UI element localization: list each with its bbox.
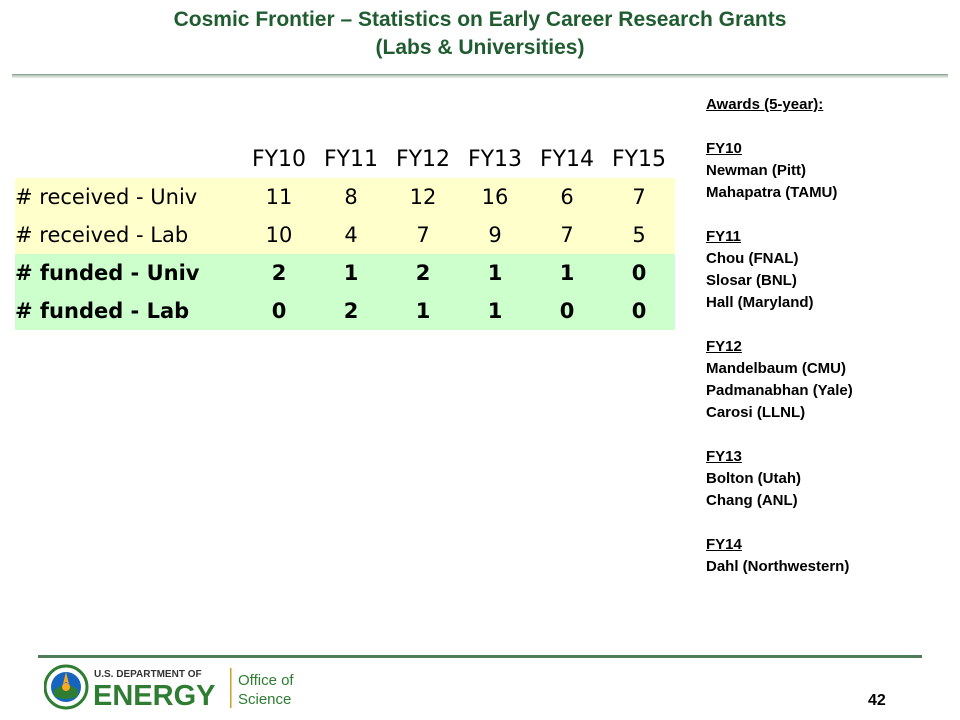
- awardee: Chou (FNAL): [706, 250, 799, 267]
- awards-year-fy14: FY14: [706, 536, 742, 553]
- awards-year-fy13: FY13: [706, 448, 742, 465]
- table-cell: 4: [344, 223, 358, 247]
- awards-year-fy12: FY12: [706, 338, 742, 355]
- table-cell: 0: [559, 299, 575, 323]
- table-cell: 8: [344, 185, 358, 209]
- doe-office-of-science-logo: U.S. DEPARTMENT OF ENERGY Office of Scie…: [44, 664, 294, 712]
- table-row: # received - Lab 10 4 7 9 7 5: [15, 216, 675, 254]
- table-cell: 7: [416, 223, 430, 247]
- row-label: # funded - Univ: [15, 261, 200, 285]
- awards-list: Awards (5-year): FY10 Newman (Pitt) Maha…: [706, 94, 946, 578]
- column-header: FY11: [323, 146, 379, 172]
- table-cell: 0: [631, 261, 647, 285]
- table-row: # received - Univ 11 8 12 16 6 7: [15, 178, 675, 216]
- awardee: Bolton (Utah): [706, 470, 801, 487]
- row-label: # received - Univ: [15, 185, 198, 209]
- awardee: Chang (ANL): [706, 492, 798, 509]
- table-cell: 7: [632, 185, 646, 209]
- table-cell: 1: [487, 299, 503, 323]
- table-row: # funded - Univ 2 1 2 1 1 0: [15, 254, 675, 292]
- column-header: FY14: [539, 146, 595, 172]
- table-row: # funded - Lab 0 2 1 1 0 0: [15, 292, 675, 330]
- awardee: Hall (Maryland): [706, 294, 814, 311]
- title-line-2: (Labs & Universities): [375, 36, 585, 59]
- table-cell: 1: [559, 261, 575, 285]
- awardee: Padmanabhan (Yale): [706, 382, 853, 399]
- logo-separator: [230, 668, 232, 708]
- table-corner-cell: [15, 140, 243, 178]
- title-line-1: Cosmic Frontier – Statistics on Early Ca…: [173, 8, 787, 31]
- awardee: Mandelbaum (CMU): [706, 360, 846, 377]
- table-cell: 7: [560, 223, 574, 247]
- logo-science-text: Science: [238, 691, 291, 708]
- table-cell: 9: [488, 223, 502, 247]
- awards-year-fy11: FY11: [706, 228, 742, 245]
- awardee: Mahapatra (TAMU): [706, 184, 838, 201]
- column-header: FY15: [611, 146, 667, 172]
- awardee: Dahl (Northwestern): [706, 558, 850, 575]
- grant-statistics-table: FY10 FY11 FY12 FY13 FY14 FY15 # received…: [15, 140, 675, 330]
- table-cell: 0: [271, 299, 287, 323]
- table-cell: 2: [415, 261, 431, 285]
- awards-year-fy10: FY10: [706, 140, 742, 157]
- table-cell: 2: [271, 261, 287, 285]
- row-label: # received - Lab: [15, 223, 189, 247]
- title-divider: [12, 74, 948, 78]
- table-cell: 12: [409, 185, 437, 209]
- slide-title: Cosmic Frontier – Statistics on Early Ca…: [0, 6, 960, 62]
- table-header-row: FY10 FY11 FY12 FY13 FY14 FY15: [15, 140, 675, 178]
- awards-heading: Awards (5-year):: [706, 96, 824, 113]
- table-cell: 1: [487, 261, 503, 285]
- table-cell: 5: [632, 223, 646, 247]
- logo-department-text: U.S. DEPARTMENT OF: [94, 669, 202, 680]
- table-cell: 1: [343, 261, 359, 285]
- column-header: FY12: [395, 146, 451, 172]
- column-header: FY10: [251, 146, 307, 172]
- page-number: 42: [868, 692, 886, 709]
- awardee: Slosar (BNL): [706, 272, 797, 289]
- logo-office-text: Office of: [238, 672, 294, 689]
- table-cell: 6: [560, 185, 574, 209]
- table-cell: 2: [343, 299, 359, 323]
- doe-seal-icon: [44, 664, 89, 710]
- table-cell: 11: [265, 185, 293, 209]
- table-cell: 0: [631, 299, 647, 323]
- table-cell: 10: [265, 223, 293, 247]
- column-header: FY13: [467, 146, 523, 172]
- table-cell: 16: [481, 185, 509, 209]
- awardee: Newman (Pitt): [706, 162, 807, 179]
- table-cell: 1: [415, 299, 431, 323]
- awardee: Carosi (LLNL): [706, 404, 806, 421]
- footer-divider: [38, 655, 922, 658]
- row-label: # funded - Lab: [15, 299, 190, 323]
- logo-energy-text: ENERGY: [93, 680, 215, 712]
